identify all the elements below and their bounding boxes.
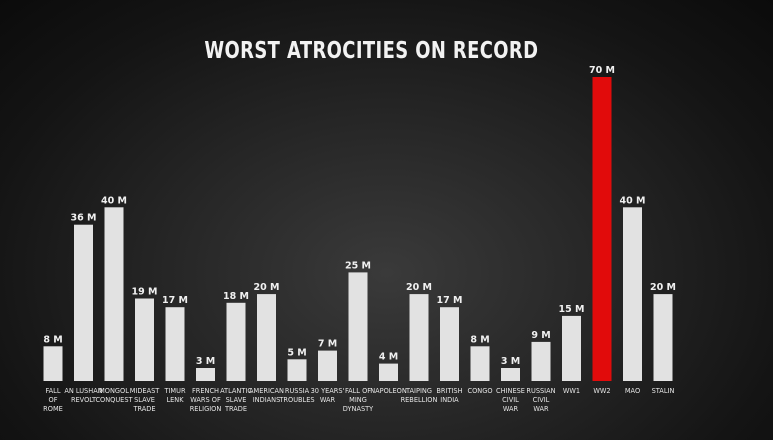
bar-2: [104, 207, 124, 381]
value-label-15: 3 M: [501, 356, 520, 367]
category-label-1: AN LUSHAN REVOLT: [64, 387, 102, 404]
bar-20: [653, 294, 673, 381]
category-label-16: RUSSIAN CIVIL WAR: [526, 387, 555, 413]
category-label-13: BRITISH INDIA: [436, 387, 462, 404]
bar-18: [592, 77, 612, 381]
category-label-0: FALL OF ROME: [43, 387, 63, 413]
category-label-7: AMERICAN INDIANS: [249, 387, 284, 404]
value-label-11: 4 M: [379, 352, 398, 363]
bar-5: [196, 368, 215, 381]
category-label-11: NAPOLEON: [370, 387, 407, 395]
bar-15: [501, 368, 520, 381]
value-label-13: 17 M: [437, 295, 463, 306]
value-label-5: 3 M: [196, 356, 215, 367]
bar-11: [379, 363, 398, 381]
category-label-6: ATLANTIC SLAVE TRADE: [220, 387, 252, 413]
category-label-5: FRENCH WARS OF RELIGION: [190, 387, 222, 413]
category-label-3: MIDEAST SLAVE TRADE: [130, 387, 161, 413]
bar-7: [257, 294, 276, 381]
bar-6: [226, 302, 246, 381]
category-label-14: CONGO: [467, 387, 492, 395]
value-label-7: 20 M: [254, 282, 280, 293]
value-label-1: 36 M: [71, 213, 97, 224]
value-label-18: 70 M: [589, 65, 615, 76]
category-label-8: RUSSIA TROUBLES: [278, 387, 314, 404]
bar-4: [165, 307, 185, 381]
bar-14: [470, 346, 490, 381]
value-label-0: 8 M: [43, 334, 62, 345]
bar-16: [531, 341, 551, 381]
value-label-16: 9 M: [531, 330, 550, 341]
category-label-12: TAIPING REBELLION: [401, 387, 438, 404]
bar-9: [318, 350, 337, 381]
bar-0: [43, 346, 63, 381]
bar-3: [135, 298, 154, 381]
value-label-12: 20 M: [406, 282, 432, 293]
bar-8: [287, 359, 307, 381]
value-label-9: 7 M: [318, 339, 337, 350]
value-label-20: 20 M: [650, 282, 676, 293]
bar-12: [409, 294, 429, 381]
value-label-8: 5 M: [287, 347, 306, 358]
category-label-10: FALL OF MING DYNASTY: [343, 387, 374, 413]
value-label-17: 15 M: [559, 304, 585, 315]
value-label-2: 40 M: [101, 195, 127, 206]
category-label-17: WW1: [563, 387, 580, 395]
category-label-9: 30 YEARS' WAR: [311, 387, 345, 404]
category-label-4: TIMUR LENK: [163, 387, 185, 404]
category-label-19: MAO: [625, 387, 640, 395]
value-label-3: 19 M: [132, 287, 158, 298]
value-label-19: 40 M: [620, 195, 646, 206]
category-label-2: MONGOL CONQUEST: [95, 387, 133, 404]
bar-1: [74, 224, 93, 381]
bar-19: [623, 207, 642, 381]
bar-13: [440, 307, 459, 381]
value-label-4: 17 M: [162, 295, 188, 306]
category-label-20: STALIN: [652, 387, 675, 395]
chart-title: WORST ATROCITIES ON RECORD: [204, 38, 539, 64]
category-label-15: CHINESE CIVIL WAR: [496, 387, 525, 413]
value-label-10: 25 M: [345, 260, 371, 271]
value-label-14: 8 M: [470, 334, 489, 345]
bar-10: [348, 272, 368, 381]
value-label-6: 18 M: [223, 291, 249, 302]
category-label-18: WW2: [593, 387, 610, 395]
bar-17: [562, 315, 581, 381]
